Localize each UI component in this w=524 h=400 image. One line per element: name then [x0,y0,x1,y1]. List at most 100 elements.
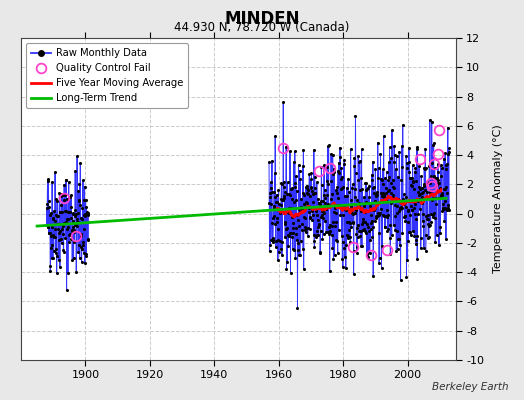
Point [444,149,453,155]
Point [354,153,363,160]
Point [348,185,356,192]
Point [375,230,384,236]
Point [370,218,379,225]
Point [397,177,406,183]
Point [433,182,441,188]
Point [273,214,281,221]
Point [73,153,81,159]
Point [379,133,388,139]
Point [378,193,386,199]
Point [51,234,59,240]
Point [398,164,406,171]
Point [359,200,368,207]
Point [400,201,408,208]
Point [52,250,60,256]
Point [414,196,423,203]
Point [394,235,402,242]
Point [424,235,432,242]
Point [439,206,447,212]
Point [314,224,322,230]
Point [310,147,318,153]
Point [443,189,451,196]
Point [72,211,80,217]
Point [292,197,301,204]
Text: Berkeley Earth: Berkeley Earth [432,382,508,392]
Point [84,212,92,218]
Point [351,210,359,217]
Point [409,178,418,185]
Point [440,206,448,212]
Point [434,195,443,201]
Point [54,237,63,243]
Point [296,209,304,216]
Point [312,205,321,212]
Point [413,256,421,263]
Point [359,227,367,234]
Point [293,240,302,246]
Point [393,227,401,234]
Point [280,221,289,227]
Point [69,218,77,224]
Point [424,234,433,240]
Point [324,142,333,148]
Point [54,257,63,263]
Point [321,186,329,193]
Point [398,143,406,150]
Point [361,209,369,215]
Point [313,232,322,238]
Point [49,255,57,262]
Point [326,221,334,228]
Point [318,236,326,243]
Point [341,193,350,199]
Point [328,244,336,251]
Point [348,210,356,216]
Point [58,192,67,198]
Point [365,182,374,189]
Point [55,230,63,236]
Point [349,220,357,226]
Point [286,230,294,236]
Point [301,227,309,234]
Point [294,246,302,253]
Point [411,201,419,208]
Point [270,188,278,195]
Point [436,230,444,236]
Point [343,219,352,225]
Point [391,196,400,203]
Point [60,220,69,226]
Point [367,172,376,178]
Point [422,232,430,238]
Point [316,248,324,255]
Point [267,201,276,207]
Point [429,194,437,201]
Point [78,205,86,212]
Point [267,237,275,244]
Point [79,226,88,233]
Point [295,222,303,229]
Point [333,190,341,196]
Point [337,184,346,191]
Point [422,248,430,254]
Point [381,197,390,204]
Point [368,185,377,192]
Point [395,149,403,155]
Point [77,215,85,222]
Point [363,186,371,192]
Point [298,190,307,196]
Point [370,206,378,213]
Point [283,258,291,265]
Point [351,194,359,200]
Point [288,214,296,220]
Point [310,237,318,244]
Point [70,229,78,235]
Point [348,181,357,188]
Point [303,185,311,191]
Point [397,199,405,205]
Point [47,242,56,248]
Point [350,163,358,169]
Point [61,235,70,241]
Point [297,238,305,245]
Point [415,192,423,198]
Point [282,266,291,272]
Point [313,212,321,218]
